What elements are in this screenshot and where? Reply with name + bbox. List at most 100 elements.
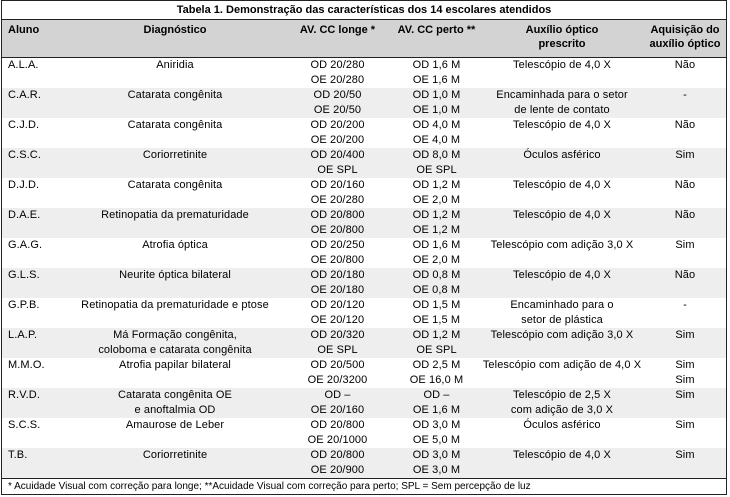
- cell-av-longe-line: OD 20/120: [310, 299, 365, 311]
- cell-av-longe-line: OE SPL: [317, 344, 358, 356]
- cell-av-perto: OD 1,6 M OE 1,6 M: [393, 58, 480, 89]
- header-auxilio-line-1: Auxílio óptico: [525, 24, 599, 36]
- cell-aquisicao-line: Não: [674, 179, 696, 191]
- cell-diagnostico: Aniridia: [68, 58, 282, 89]
- cell-av-longe: OD 20/800 OE 20/900: [282, 448, 393, 478]
- cell-auxilio: Telescópio de 4,0 X: [480, 268, 644, 298]
- cell-auxilio-line: Telescópio com adição 3,0 X: [490, 239, 634, 251]
- table-row: T.B. Coriorretinite OD 20/800 OE 20/900 OD 3…: [2, 448, 726, 478]
- cell-av-longe-line: OE 20/50: [313, 104, 362, 116]
- table-row: C.A.R. Catarata congênita OD 20/50 OE 20/50…: [2, 88, 726, 118]
- cell-auxilio: Telescópio de 2,5 X com adição de 3,0 X: [480, 388, 644, 418]
- table-row: G.L.S. Neurite óptica bilateral OD 20/180 O…: [2, 268, 726, 298]
- cell-av-longe-line: OD 20/800: [310, 449, 365, 461]
- cell-auxilio-line: Telescópio de 4,0 X: [513, 59, 611, 71]
- cell-aluno: D.A.E.: [8, 209, 41, 221]
- cell-av-perto: OD 1,6 M OE 2,0 M: [393, 238, 480, 268]
- cell-av-longe: OD – OE 20/160: [282, 388, 393, 418]
- cell-aquisicao-line: Não: [674, 59, 696, 71]
- cell-auxilio: Óculos asférico: [480, 148, 644, 178]
- cell-av-perto-line: OD 1,0 M: [412, 89, 461, 101]
- table-row: C.J.D. Catarata congênita OD 20/200 OE 20/2…: [2, 118, 726, 148]
- cell-aquisicao: -: [644, 298, 726, 328]
- cell-aluno: R.V.D.: [8, 389, 40, 401]
- cell-diagnostico: Amaurose de Leber: [68, 418, 282, 448]
- cell-diagnostico: Catarata congênita OE e anoftalmia OD: [68, 388, 282, 418]
- cell-aquisicao-line: Sim: [675, 239, 695, 251]
- cell-av-longe: OD 20/800 OE 20/1000: [282, 418, 393, 448]
- cell-aquisicao: -: [644, 88, 726, 118]
- cell-aquisicao-line: Sim: [675, 449, 695, 461]
- table-row: D.A.E. Retinopatia da prematuridade OD 20/…: [2, 208, 726, 238]
- cell-aquisicao: Sim: [644, 328, 726, 358]
- cell-auxilio: Telescópio com adição de 4,0 X: [480, 358, 644, 388]
- table-row: M.M.O. Atrofia papilar bilateral OD 20/500…: [2, 358, 726, 388]
- header-auxilio-line-2: prescrito: [538, 38, 586, 50]
- cell-auxilio: Telescópio de 4,0 X: [480, 118, 644, 148]
- table-title: Tabela 1. Demonstração das característic…: [2, 1, 726, 19]
- cell-av-perto-line: OE 1,2 M: [412, 224, 461, 236]
- cell-av-longe: OD 20/50 OE 20/50: [282, 88, 393, 118]
- cell-aluno: G.P.B.: [8, 299, 40, 311]
- cell-aquisicao: Não: [644, 178, 726, 208]
- cell-diagnostico-line: Catarata congênita OE: [117, 389, 232, 401]
- table-row: C.S.C. Coriorretinite OD 20/400 OE SPL OD 8,…: [2, 148, 726, 178]
- cell-diagnostico: Catarata congênita: [68, 118, 282, 148]
- cell-av-perto-line: OD 1,5 M: [412, 299, 461, 311]
- cell-av-longe-line: OD 20/200: [310, 119, 365, 131]
- cell-diagnostico: Má Formação congênita, coloboma e catarat…: [68, 328, 282, 358]
- cell-av-perto-line: OD –: [423, 389, 450, 401]
- cell-av-longe-line: OD 20/250: [310, 239, 365, 251]
- table-row: S.C.S. Amaurose de Leber OD 20/800 OE 20/10…: [2, 418, 726, 448]
- cell-auxilio-line: Telescópio com adição de 4,0 X: [482, 359, 642, 371]
- cell-av-longe: OD 20/120 OE 20/120: [282, 298, 393, 328]
- cell-av-perto-line: OD 3,0 M: [412, 419, 461, 431]
- cell-aluno: G.A.G.: [8, 239, 43, 251]
- cell-aquisicao-line: Sim: [675, 329, 695, 341]
- header-row: Aluno Diagnóstico AV. CC longe * AV. CC …: [2, 19, 726, 58]
- cell-aquisicao-line: Não: [674, 269, 696, 281]
- header-av-perto: AV. CC perto **: [393, 19, 480, 58]
- cell-av-perto: OD 8,0 M OE SPL: [393, 148, 480, 178]
- cell-auxilio: Telescópio com adição 3,0 X: [480, 238, 644, 268]
- cell-av-longe-line: OE 20/200: [310, 134, 365, 146]
- cell-diagnostico: Retinopatia da prematuridade: [68, 208, 282, 238]
- cell-av-longe-line: OD 20/180: [310, 269, 365, 281]
- cell-aquisicao: Não: [644, 268, 726, 298]
- cell-av-perto-line: OE SPL: [416, 344, 457, 356]
- cell-aquisicao-line: Sim: [675, 389, 695, 401]
- cell-auxilio-line: de lente de contato: [514, 104, 610, 116]
- cell-av-perto: OD 2,5 M OE 16,0 M: [393, 358, 480, 388]
- cell-av-perto-line: OE 3,0 M: [412, 464, 461, 476]
- cell-av-perto-line: OE 2,0 M: [412, 254, 461, 266]
- cell-av-longe-line: OD 20/320: [310, 329, 365, 341]
- cell-auxilio-line: setor de plástica: [521, 314, 603, 326]
- cell-diagnostico-line: Retinopatia da prematuridade e ptose: [81, 299, 269, 311]
- cell-diagnostico: Atrofia papilar bilateral: [68, 358, 282, 388]
- cell-aluno: S.C.S.: [8, 419, 41, 431]
- cell-av-perto-line: OE 0,8 M: [412, 284, 461, 296]
- cell-auxilio-line: Encaminhado para o: [510, 299, 614, 311]
- table-row: G.P.B. Retinopatia da prematuridade e pto…: [2, 298, 726, 328]
- cell-auxilio-line: Telescópio de 4,0 X: [513, 209, 611, 221]
- cell-av-perto-line: OD 1,2 M: [412, 179, 461, 191]
- cell-aquisicao: Sim Sim: [644, 358, 726, 388]
- header-auxilio: Auxílio óptico prescrito: [480, 19, 644, 58]
- cell-aquisicao-line: Sim: [675, 419, 695, 431]
- cell-av-longe-line: OE 20/280: [310, 74, 365, 86]
- cell-av-longe: OD 20/320 OE SPL: [282, 328, 393, 358]
- header-aquisicao: Aquisição do auxílio óptico: [644, 19, 726, 58]
- cell-av-longe-line: OE 20/180: [310, 284, 365, 296]
- cell-av-longe-line: OD 20/800: [310, 419, 365, 431]
- cell-auxilio-line: Telescópio de 4,0 X: [513, 269, 611, 281]
- cell-aluno: D.J.D.: [8, 179, 40, 191]
- cell-av-longe-line: OD 20/400: [310, 149, 365, 161]
- cell-auxilio-line: Encaminhada para o setor: [496, 89, 628, 101]
- cell-av-longe-line: OE 20/3200: [307, 374, 368, 386]
- cell-av-longe-line: OE 20/800: [310, 254, 365, 266]
- cell-diagnostico-line: Amaurose de Leber: [125, 419, 225, 431]
- cell-auxilio-line: Telescópio de 4,0 X: [513, 449, 611, 461]
- cell-av-perto-line: OD 1,2 M: [412, 209, 461, 221]
- cell-av-longe-line: OD 20/800: [310, 209, 365, 221]
